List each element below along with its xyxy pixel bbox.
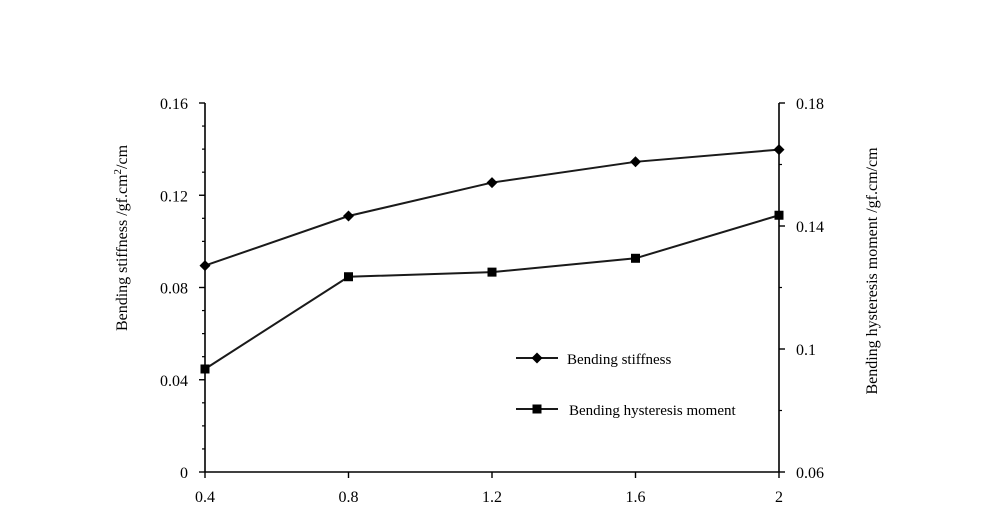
data-point-diamond bbox=[486, 177, 498, 189]
left-axis-title-main: Bending stiffness /gf.cm bbox=[114, 174, 131, 331]
legend-label-2: Bending hysteresis moment bbox=[569, 403, 736, 419]
legend-marker-diamond bbox=[531, 352, 543, 364]
left-tick-label: 0.16 bbox=[160, 96, 188, 113]
legend: Bending stiffness Bending hysteresis mome… bbox=[516, 352, 736, 419]
legend-marker-square bbox=[532, 404, 542, 414]
data-point-square bbox=[200, 364, 210, 374]
right-axis-title: Bending hysteresis moment /gf.cm/cm bbox=[864, 147, 881, 395]
left-axis-title-tail: /cm bbox=[114, 144, 131, 169]
x-tick-label: 2 bbox=[775, 489, 783, 506]
left-axis-title: Bending stiffness /gf.cm2/cm bbox=[112, 144, 131, 331]
series-layer bbox=[199, 144, 785, 374]
left-tick-label: 0.04 bbox=[160, 373, 188, 390]
x-tick-label: 1.6 bbox=[626, 489, 646, 506]
axes: 0 0.04 0.08 0.12 0.16 0.06 0.1 0.14 0.18 0.4 0.8 1.… bbox=[160, 96, 824, 506]
series-line-1 bbox=[204, 148, 780, 267]
right-tick-label: 0.18 bbox=[796, 96, 824, 113]
left-tick-label: 0.08 bbox=[160, 281, 188, 298]
series-line-2 bbox=[204, 214, 780, 370]
x-tick-label: 0.4 bbox=[195, 489, 215, 506]
data-point-square bbox=[487, 267, 497, 277]
data-point-diamond bbox=[630, 156, 641, 168]
right-tick-label: 0.1 bbox=[796, 342, 816, 359]
right-tick-label: 0.06 bbox=[796, 465, 824, 482]
data-point-square bbox=[631, 253, 640, 263]
left-tick-label: 0.12 bbox=[160, 188, 188, 205]
left-axis-title-sup: 2 bbox=[112, 169, 124, 175]
data-point-diamond bbox=[343, 210, 354, 222]
left-tick-label: 0 bbox=[180, 465, 188, 482]
right-tick-label: 0.14 bbox=[796, 219, 824, 236]
data-point-square bbox=[344, 272, 353, 282]
data-point-diamond bbox=[199, 260, 211, 272]
data-point-square bbox=[774, 210, 784, 220]
legend-label-1: Bending stiffness bbox=[567, 352, 671, 368]
data-point-diamond bbox=[773, 144, 785, 156]
x-tick-label: 0.8 bbox=[339, 489, 359, 506]
x-tick-label: 1.2 bbox=[482, 489, 502, 506]
